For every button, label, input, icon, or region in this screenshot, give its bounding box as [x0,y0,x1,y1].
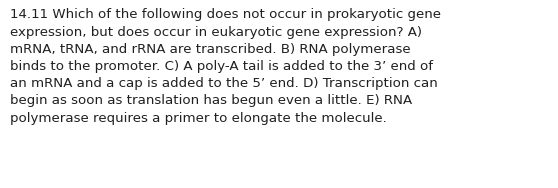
Text: 14.11 Which of the following does not occur in prokaryotic gene
expression, but : 14.11 Which of the following does not oc… [10,8,441,125]
